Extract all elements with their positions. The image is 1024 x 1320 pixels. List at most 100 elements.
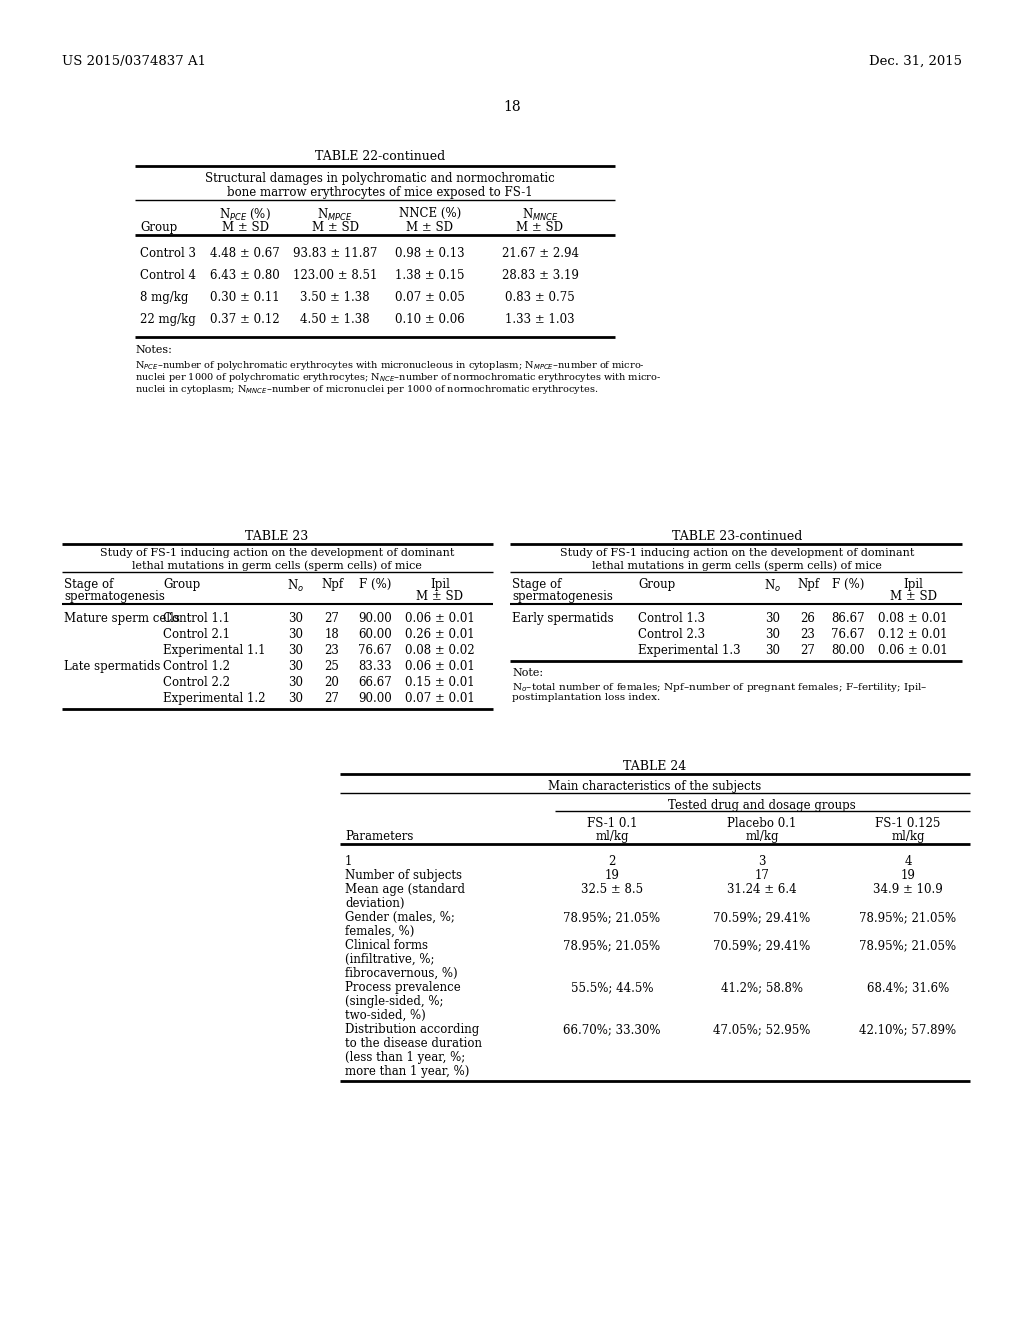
Text: 4: 4	[904, 855, 911, 869]
Text: TABLE 23: TABLE 23	[246, 531, 308, 543]
Text: N$_o$: N$_o$	[765, 578, 781, 594]
Text: 0.10 ± 0.06: 0.10 ± 0.06	[395, 313, 465, 326]
Text: 3.50 ± 1.38: 3.50 ± 1.38	[300, 290, 370, 304]
Text: Note:: Note:	[512, 668, 543, 678]
Text: lethal mutations in germ cells (sperm cells) of mice: lethal mutations in germ cells (sperm ce…	[592, 560, 882, 570]
Text: 25: 25	[325, 660, 339, 673]
Text: Experimental 1.1: Experimental 1.1	[163, 644, 265, 657]
Text: 30: 30	[289, 692, 303, 705]
Text: 19: 19	[900, 869, 915, 882]
Text: 78.95%; 21.05%: 78.95%; 21.05%	[859, 911, 956, 924]
Text: Npf: Npf	[321, 578, 343, 591]
Text: 30: 30	[289, 676, 303, 689]
Text: Stage of: Stage of	[512, 578, 561, 591]
Text: Late spermatids: Late spermatids	[63, 660, 161, 673]
Text: Control 2.2: Control 2.2	[163, 676, 230, 689]
Text: 20: 20	[325, 676, 339, 689]
Text: NNCE (%): NNCE (%)	[399, 207, 461, 220]
Text: (infiltrative, %;: (infiltrative, %;	[345, 953, 434, 966]
Text: 4.50 ± 1.38: 4.50 ± 1.38	[300, 313, 370, 326]
Text: Group: Group	[638, 578, 675, 591]
Text: N$_{MPCE}$: N$_{MPCE}$	[317, 207, 352, 223]
Text: 19: 19	[604, 869, 620, 882]
Text: fibrocavernous, %): fibrocavernous, %)	[345, 968, 458, 979]
Text: two-sided, %): two-sided, %)	[345, 1008, 426, 1022]
Text: 30: 30	[766, 644, 780, 657]
Text: 66.67: 66.67	[358, 676, 392, 689]
Text: 6.43 ± 0.80: 6.43 ± 0.80	[210, 269, 280, 282]
Text: lethal mutations in germ cells (sperm cells) of mice: lethal mutations in germ cells (sperm ce…	[132, 560, 422, 570]
Text: 86.67: 86.67	[831, 612, 865, 624]
Text: 18: 18	[503, 100, 521, 114]
Text: Notes:: Notes:	[135, 345, 172, 355]
Text: 0.06 ± 0.01: 0.06 ± 0.01	[879, 644, 948, 657]
Text: Group: Group	[140, 220, 177, 234]
Text: 32.5 ± 8.5: 32.5 ± 8.5	[581, 883, 643, 896]
Text: 68.4%; 31.6%: 68.4%; 31.6%	[867, 981, 949, 994]
Text: ml/kg: ml/kg	[891, 830, 925, 843]
Text: US 2015/0374837 A1: US 2015/0374837 A1	[62, 55, 206, 69]
Text: Control 3: Control 3	[140, 247, 196, 260]
Text: 78.95%; 21.05%: 78.95%; 21.05%	[563, 939, 660, 952]
Text: Ipil: Ipil	[430, 578, 450, 591]
Text: bone marrow erythrocytes of mice exposed to FS-1: bone marrow erythrocytes of mice exposed…	[227, 186, 532, 199]
Text: 80.00: 80.00	[831, 644, 865, 657]
Text: 3: 3	[758, 855, 766, 869]
Text: 18: 18	[325, 628, 339, 642]
Text: F (%): F (%)	[358, 578, 391, 591]
Text: 28.83 ± 3.19: 28.83 ± 3.19	[502, 269, 579, 282]
Text: 0.26 ± 0.01: 0.26 ± 0.01	[406, 628, 475, 642]
Text: 0.06 ± 0.01: 0.06 ± 0.01	[406, 612, 475, 624]
Text: 83.33: 83.33	[358, 660, 392, 673]
Text: 0.07 ± 0.01: 0.07 ± 0.01	[406, 692, 475, 705]
Text: 30: 30	[289, 660, 303, 673]
Text: 4.48 ± 0.67: 4.48 ± 0.67	[210, 247, 280, 260]
Text: Mature sperm cells: Mature sperm cells	[63, 612, 180, 624]
Text: 76.67: 76.67	[831, 628, 865, 642]
Text: M ± SD: M ± SD	[516, 220, 563, 234]
Text: ml/kg: ml/kg	[595, 830, 629, 843]
Text: 66.70%; 33.30%: 66.70%; 33.30%	[563, 1023, 660, 1036]
Text: FS-1 0.125: FS-1 0.125	[876, 817, 941, 830]
Text: 27: 27	[801, 644, 815, 657]
Text: 30: 30	[289, 612, 303, 624]
Text: Npf: Npf	[797, 578, 819, 591]
Text: Control 1.2: Control 1.2	[163, 660, 230, 673]
Text: 8 mg/kg: 8 mg/kg	[140, 290, 188, 304]
Text: 0.06 ± 0.01: 0.06 ± 0.01	[406, 660, 475, 673]
Text: (single-sided, %;: (single-sided, %;	[345, 995, 443, 1008]
Text: 27: 27	[325, 612, 339, 624]
Text: 26: 26	[801, 612, 815, 624]
Text: 30: 30	[289, 644, 303, 657]
Text: 78.95%; 21.05%: 78.95%; 21.05%	[563, 911, 660, 924]
Text: spermatogenesis: spermatogenesis	[63, 590, 165, 603]
Text: 1: 1	[345, 855, 352, 869]
Text: 30: 30	[766, 628, 780, 642]
Text: females, %): females, %)	[345, 925, 415, 939]
Text: M ± SD: M ± SD	[890, 590, 937, 603]
Text: M ± SD: M ± SD	[311, 220, 358, 234]
Text: Clinical forms: Clinical forms	[345, 939, 428, 952]
Text: Experimental 1.3: Experimental 1.3	[638, 644, 740, 657]
Text: TABLE 22-continued: TABLE 22-continued	[314, 150, 445, 162]
Text: 78.95%; 21.05%: 78.95%; 21.05%	[859, 939, 956, 952]
Text: Structural damages in polychromatic and normochromatic: Structural damages in polychromatic and …	[205, 172, 555, 185]
Text: 31.24 ± 6.4: 31.24 ± 6.4	[727, 883, 797, 896]
Text: 1.38 ± 0.15: 1.38 ± 0.15	[395, 269, 465, 282]
Text: 0.08 ± 0.02: 0.08 ± 0.02	[406, 644, 475, 657]
Text: 30: 30	[766, 612, 780, 624]
Text: 0.15 ± 0.01: 0.15 ± 0.01	[406, 676, 475, 689]
Text: 0.30 ± 0.11: 0.30 ± 0.11	[210, 290, 280, 304]
Text: 41.2%; 58.8%: 41.2%; 58.8%	[721, 981, 803, 994]
Text: N$_o$–total number of females; Npf–number of pregnant females; F–fertility; Ipil: N$_o$–total number of females; Npf–numbe…	[512, 681, 928, 694]
Text: ml/kg: ml/kg	[745, 830, 778, 843]
Text: 34.9 ± 10.9: 34.9 ± 10.9	[873, 883, 943, 896]
Text: 70.59%; 29.41%: 70.59%; 29.41%	[714, 939, 811, 952]
Text: 27: 27	[325, 692, 339, 705]
Text: Experimental 1.2: Experimental 1.2	[163, 692, 265, 705]
Text: M ± SD: M ± SD	[221, 220, 268, 234]
Text: Control 2.3: Control 2.3	[638, 628, 706, 642]
Text: TABLE 23-continued: TABLE 23-continued	[672, 531, 802, 543]
Text: 47.05%; 52.95%: 47.05%; 52.95%	[714, 1023, 811, 1036]
Text: 30: 30	[289, 628, 303, 642]
